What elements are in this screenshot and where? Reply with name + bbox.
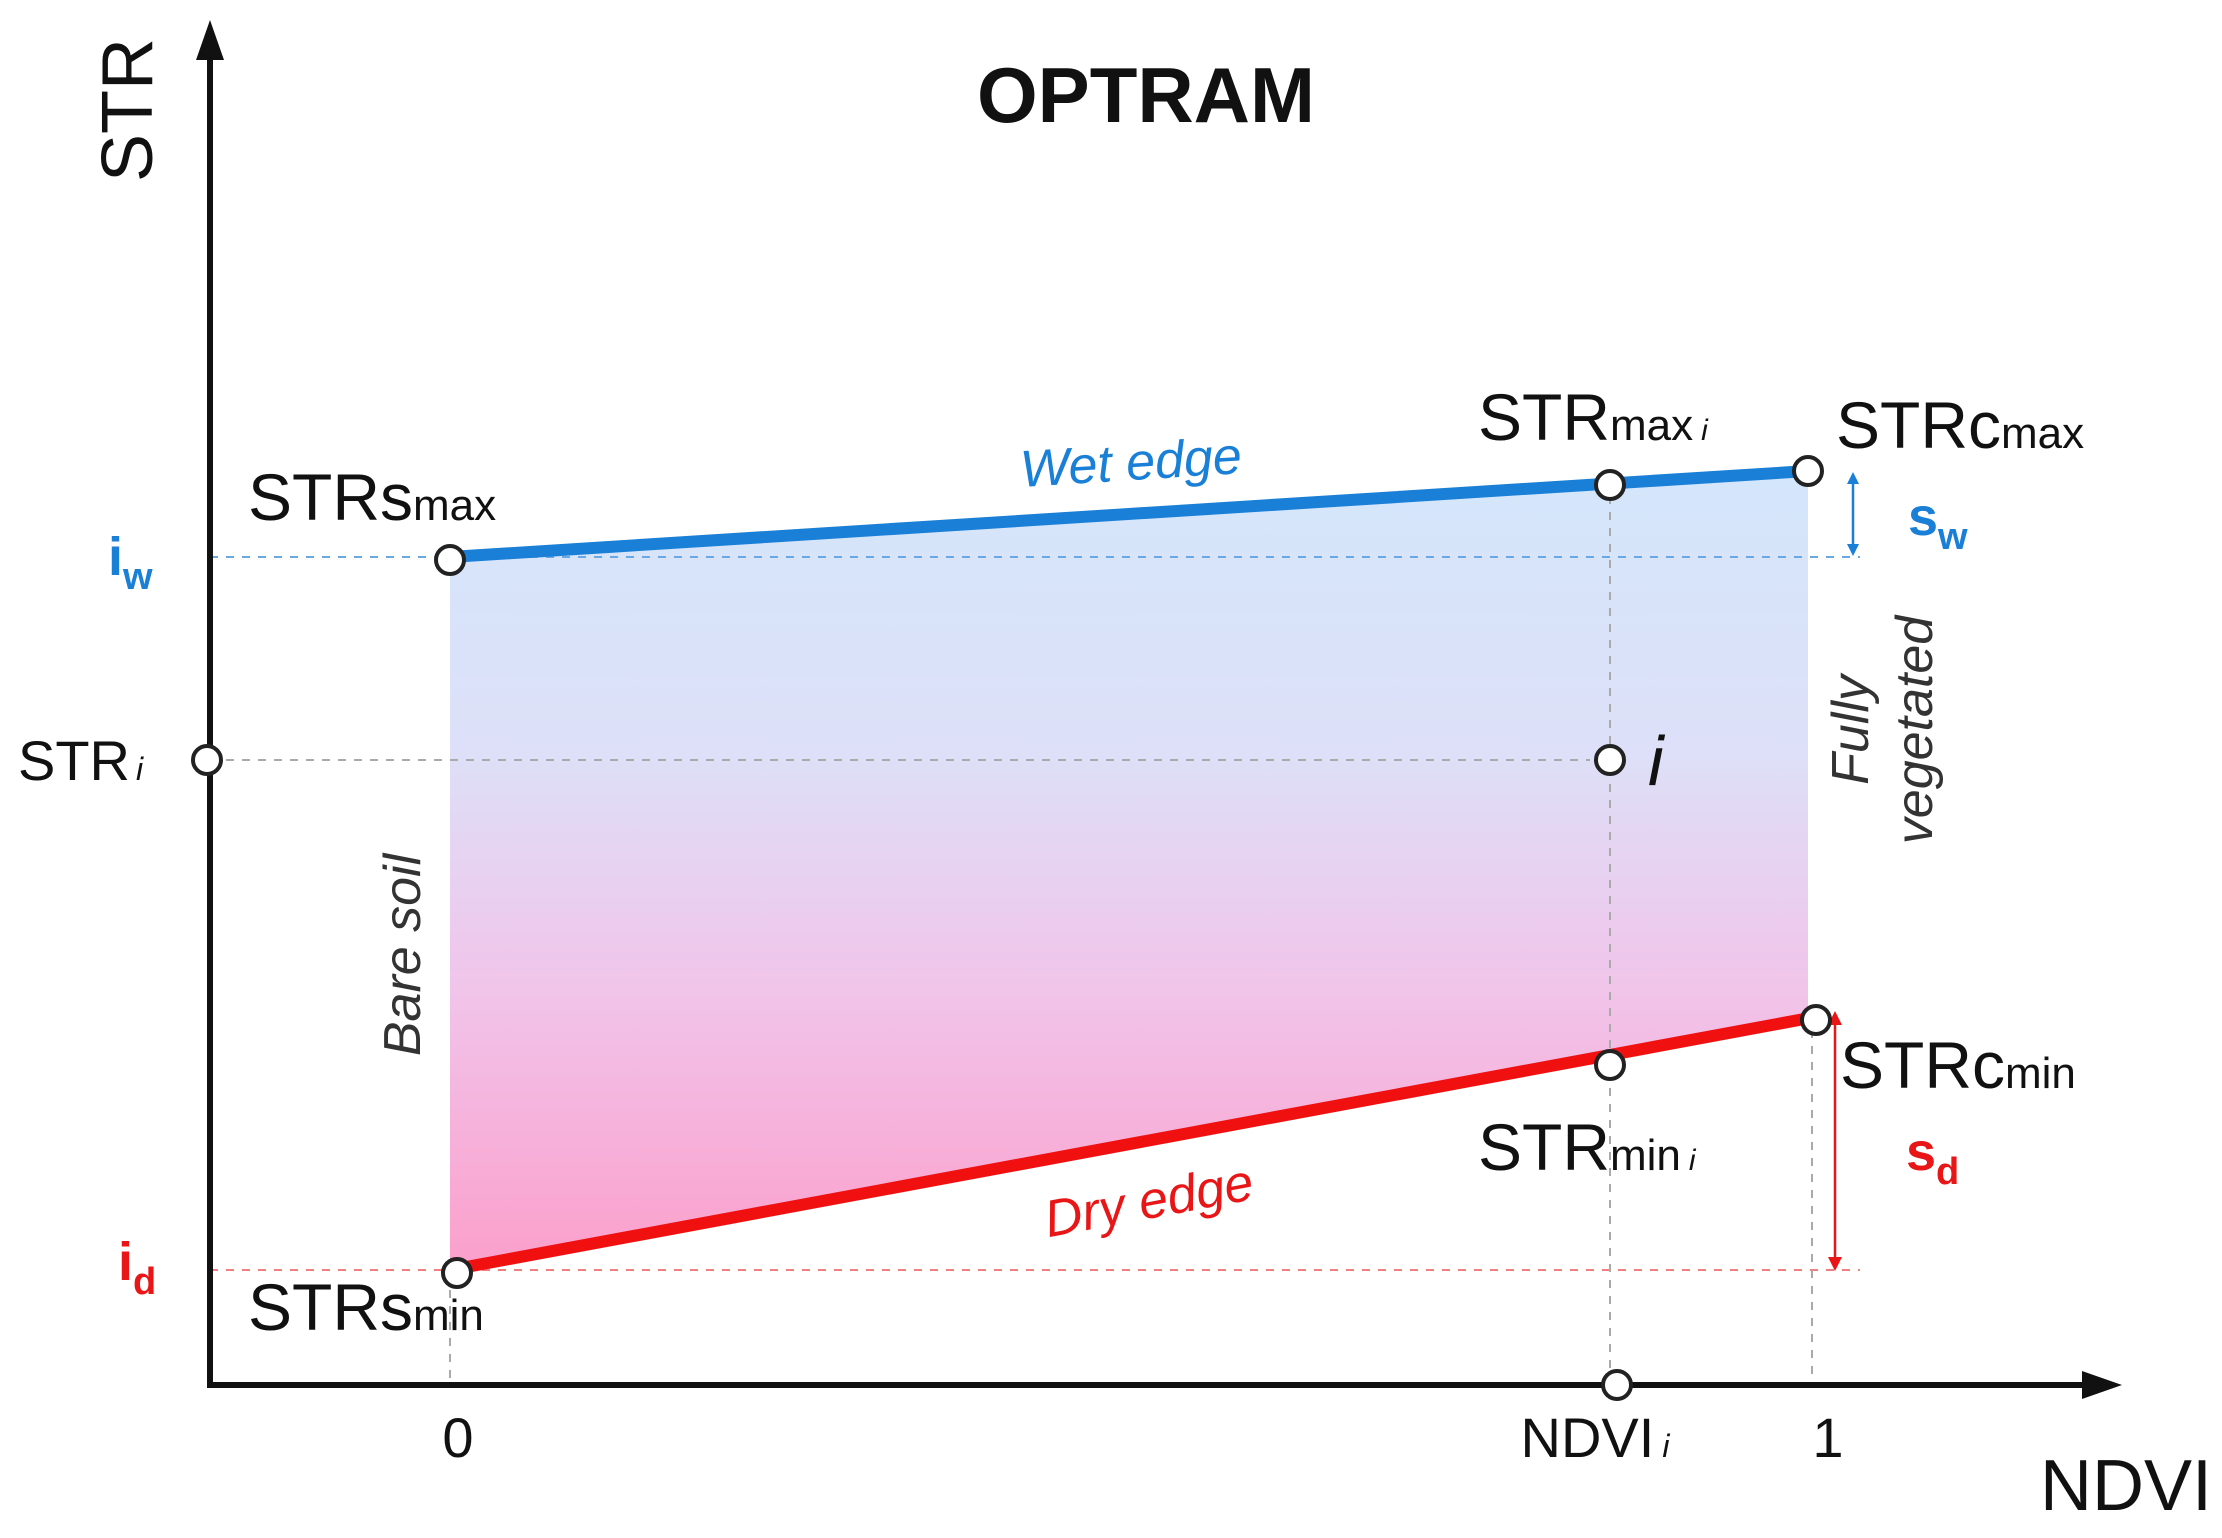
- strs-min-label: STRsmin: [248, 1270, 484, 1344]
- x-axis-label: NDVI: [2040, 1446, 2212, 1526]
- str-i-label: STR i: [18, 729, 144, 792]
- axes: [196, 20, 2122, 1399]
- strc-min-point: [1800, 1004, 1832, 1036]
- dry-edge-line: [444, 1011, 1821, 1276]
- bare-soil-label: Bare soil: [374, 852, 432, 1056]
- strs-max-label: STRsmax: [248, 460, 496, 534]
- str-max-i-point: [1594, 469, 1626, 501]
- ndvi-i-axis-point: [1601, 1369, 1633, 1401]
- strc-min-label: STRcmin: [1840, 1028, 2076, 1102]
- str-min-i-label: STRmin i: [1478, 1110, 1697, 1184]
- str-max-i-label: STRmax i: [1478, 380, 1709, 454]
- str-i-axis-point: [191, 744, 223, 776]
- dry-edge-label: Dry edge: [1040, 1154, 1258, 1249]
- strs-max-point: [434, 544, 466, 576]
- strc-max-label: STRcmax: [1836, 388, 2084, 462]
- x-tick-1: 1: [1812, 1406, 1843, 1469]
- sd-label: sd: [1906, 1122, 1959, 1193]
- points: [191, 455, 1832, 1401]
- wet-edge-line: [444, 465, 1814, 563]
- strs-min-point: [441, 1257, 473, 1289]
- x-axis-arrowhead: [2082, 1371, 2122, 1399]
- pixel-i-point: [1594, 744, 1626, 776]
- iw-label: iw: [108, 527, 153, 598]
- id-label: id: [118, 1232, 156, 1303]
- pixel-i-label: i: [1648, 722, 1666, 800]
- wet-edge-label: Wet edge: [1019, 427, 1244, 499]
- y-axis-label: STR: [88, 38, 168, 182]
- strc-max-point: [1792, 455, 1824, 487]
- fully-vegetated-label: Fully vegetated: [1822, 614, 1944, 844]
- sw-label: sw: [1908, 487, 1968, 558]
- x-tick-ndvi-i: NDVI i: [1521, 1406, 1671, 1469]
- str-min-i-point: [1594, 1049, 1626, 1081]
- y-axis-arrowhead: [196, 20, 224, 60]
- x-tick-0: 0: [442, 1406, 473, 1469]
- diagram-title: OPTRAM: [977, 51, 1315, 139]
- optram-region: [450, 471, 1808, 1270]
